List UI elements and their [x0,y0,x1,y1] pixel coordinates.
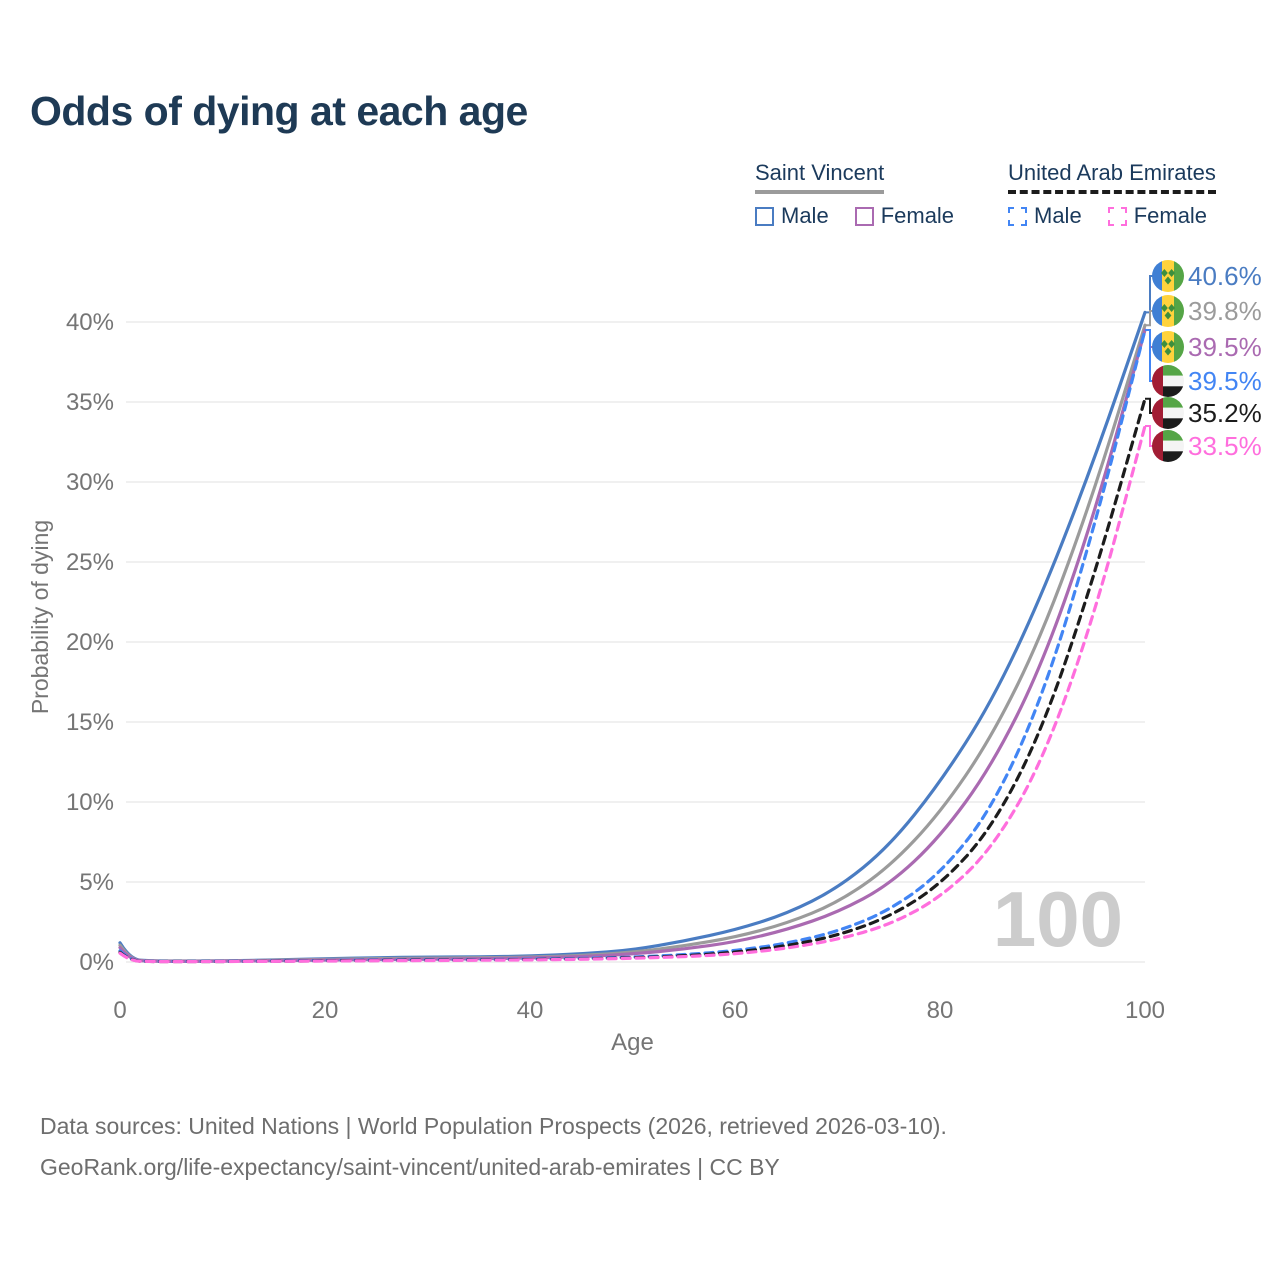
end-value-label: 39.5% [1188,332,1262,362]
y-axis-title: Probability of dying [27,520,53,714]
uae-flag-icon [1152,397,1184,429]
saint-vincent-flag-icon [1152,331,1184,363]
end-value-label: 39.8% [1188,296,1262,326]
legend-item-uae-male[interactable]: Male [1008,203,1082,229]
x-tick-label: 60 [722,997,749,1024]
saint-vincent-male-swatch-icon [755,206,774,226]
uae-flag-icon [1152,365,1184,397]
x-axis-title: Age [611,1029,654,1056]
x-tick-label: 100 [1125,997,1165,1024]
end-value-label: 33.5% [1188,431,1262,461]
y-tick-label: 5% [79,869,114,896]
series-line-saint-vincent-female[interactable] [118,328,1147,963]
legend-item-label: Female [1133,203,1208,228]
end-value-label: 40.6% [1188,261,1262,291]
y-tick-label: 20% [66,629,114,656]
page-title: Odds of dying at each age [30,88,528,134]
y-tick-label: 15% [66,709,114,736]
uae-male-swatch-icon [1008,206,1027,226]
y-tick-label: 30% [66,469,114,496]
legend-group-united-arab-emirates: United Arab Emirates Male Female [1008,160,1216,229]
series-line-united-arab-emirates-both-sexes[interactable] [118,397,1147,964]
uae-flag-icon [1152,430,1184,462]
legend-country-saint-vincent: Saint Vincent [755,160,885,194]
uae-female-swatch-icon [1107,206,1127,226]
legend: Saint Vincent Male Female United Arab Em… [0,160,1280,240]
footer: Data sources: United Nations | World Pop… [40,1106,947,1188]
legend-group-saint-vincent: Saint Vincent Male Female [755,160,954,229]
footer-data-sources: Data sources: United Nations | World Pop… [40,1113,947,1139]
saint-vincent-flag-icon [1152,260,1184,292]
legend-country-united-arab-emirates: United Arab Emirates [1008,160,1216,194]
watermark-age-100: 100 [993,875,1123,963]
saint-vincent-flag-icon [1152,295,1184,327]
x-tick-label: 40 [517,997,544,1024]
footer-attribution-link: GeoRank.org/life-expectancy/saint-vincen… [40,1154,780,1180]
legend-item-label: Male [1034,203,1082,228]
y-tick-label: 35% [66,389,114,416]
end-label-connector [1145,329,1155,382]
x-tick-label: 80 [927,997,954,1024]
saint-vincent-female-swatch-icon [854,206,874,226]
legend-item-saint-vincent-female[interactable]: Female [854,203,955,229]
legend-item-uae-female[interactable]: Female [1107,203,1208,229]
series-line-united-arab-emirates-male[interactable] [118,328,1147,964]
y-tick-label: 0% [79,949,114,976]
y-tick-label: 40% [66,309,114,336]
y-tick-label: 10% [66,789,114,816]
x-tick-label: 20 [312,997,339,1024]
legend-item-label: Female [880,203,955,228]
legend-item-saint-vincent-male[interactable]: Male [755,203,829,229]
legend-item-label: Male [781,203,829,228]
series-line-saint-vincent-both-sexes[interactable] [118,323,1147,963]
end-value-label: 39.5% [1188,366,1262,396]
x-tick-label: 0 [113,997,126,1024]
series-line-united-arab-emirates-female[interactable] [118,424,1147,964]
end-value-label: 35.2% [1188,398,1262,428]
series-line-saint-vincent-male[interactable] [118,310,1147,963]
y-tick-label: 25% [66,549,114,576]
